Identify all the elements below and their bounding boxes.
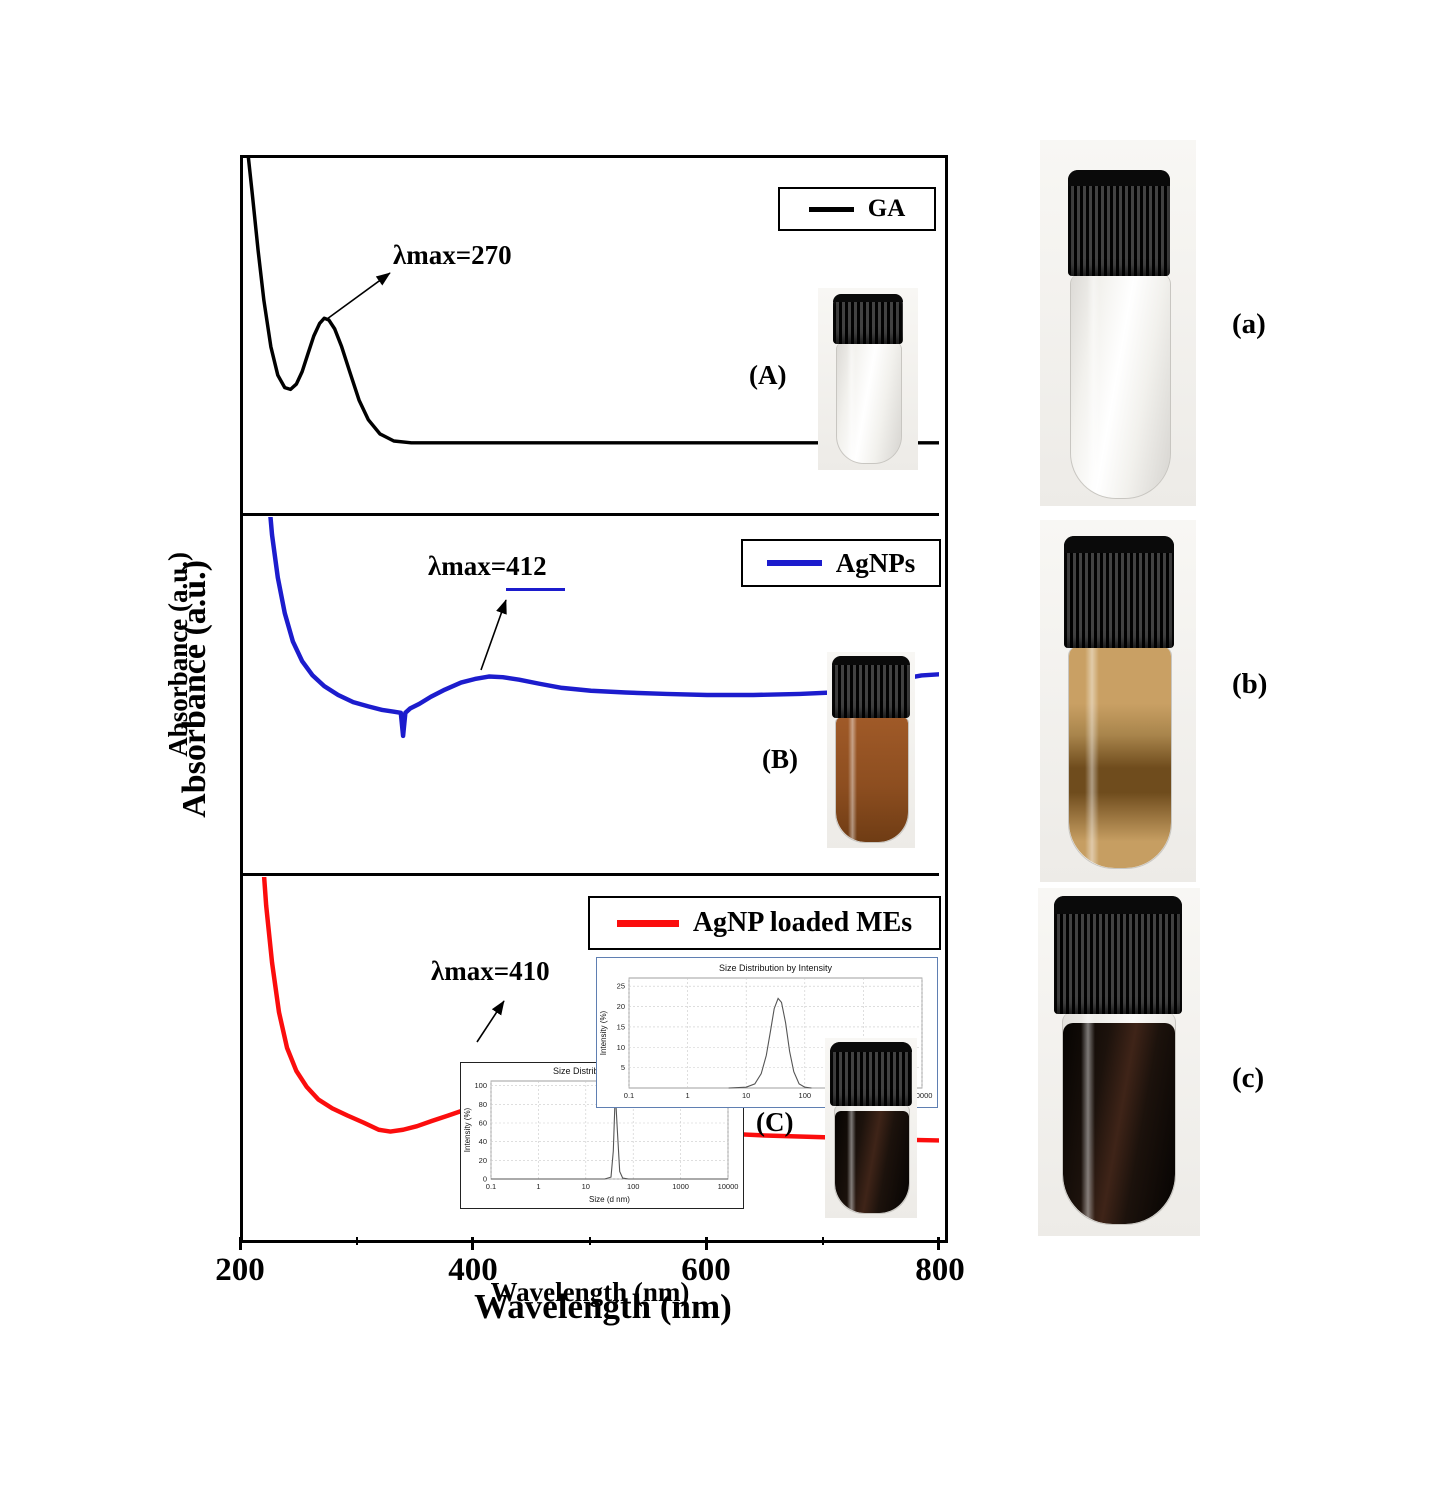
svg-text:10: 10	[617, 1043, 625, 1052]
svg-text:15: 15	[617, 1022, 625, 1031]
x-axis-label-ghost: Wavelength (nm)	[490, 1277, 690, 1307]
x-tick-label-200: 200	[215, 1252, 265, 1288]
clear-liquid	[1071, 274, 1170, 498]
x-tick-label-600: 600	[681, 1252, 731, 1288]
annotation-lambda-412: λmax=412	[428, 551, 547, 581]
photo-c-label: (c)	[1232, 1062, 1265, 1094]
vial-photo-a	[1040, 140, 1196, 506]
vial-cap	[833, 294, 903, 344]
inset-vial-photo-b	[827, 652, 915, 848]
x-minor-tick	[822, 1237, 824, 1245]
vial-cap	[830, 1042, 912, 1106]
svg-text:100: 100	[627, 1182, 640, 1191]
brown-liquid	[836, 717, 908, 842]
legend-ga: GA	[778, 187, 936, 231]
x-tick-label-400: 400	[448, 1252, 498, 1288]
panel-a	[243, 158, 939, 514]
vial-body	[1062, 1012, 1176, 1225]
svg-text:20: 20	[617, 1002, 625, 1011]
x-major-tick-400	[471, 1237, 474, 1250]
inset-vial-photo-a	[818, 288, 918, 470]
panel-a-label: (A)	[749, 360, 787, 390]
svg-text:Intensity (%): Intensity (%)	[599, 1010, 608, 1055]
photo-b-label: (b)	[1232, 668, 1268, 700]
legend-ga-label: GA	[867, 195, 906, 222]
svg-text:1000: 1000	[672, 1182, 689, 1191]
svg-text:Size Distribution by Intensity: Size Distribution by Intensity	[719, 963, 833, 973]
vial-body	[835, 717, 909, 843]
brown-liquid	[1069, 646, 1171, 868]
agnp-mes-line-swatch	[616, 919, 679, 927]
x-minor-tick	[589, 1237, 591, 1245]
annotation-lambda-270: λmax=270	[393, 240, 512, 270]
panel-c-label: (C)	[756, 1107, 794, 1137]
ga-line-swatch	[808, 206, 854, 212]
svg-text:0.1: 0.1	[486, 1182, 496, 1191]
x-axis-label: Wavelength (nm)	[474, 1287, 732, 1326]
vial-body	[1068, 646, 1172, 869]
panel-b	[243, 517, 939, 873]
svg-text:10: 10	[742, 1091, 750, 1100]
svg-text:25: 25	[617, 982, 625, 991]
y-axis-label: Absorbance (a.u.)	[176, 560, 213, 818]
svg-text:10000: 10000	[912, 1091, 933, 1100]
svg-text:100: 100	[799, 1091, 812, 1100]
svg-text:0: 0	[483, 1175, 487, 1184]
svg-text:5: 5	[621, 1063, 625, 1072]
vial-body	[834, 1105, 910, 1214]
vial-cap	[832, 656, 910, 718]
svg-text:0.1: 0.1	[624, 1091, 634, 1100]
legend-agnps-label: AgNPs	[835, 547, 916, 578]
agnps-spectrum-curve	[268, 517, 939, 739]
inset-vial-photo-c	[825, 1038, 917, 1218]
annotation-lambda-410: λmax=410	[431, 956, 550, 986]
x-major-tick-200	[239, 1237, 242, 1250]
vial-body	[836, 343, 902, 464]
svg-text:1: 1	[536, 1182, 540, 1191]
svg-text:40: 40	[479, 1137, 487, 1146]
svg-text:1: 1	[686, 1091, 690, 1100]
panel-divider-ab	[243, 513, 939, 516]
photo-a-label: (a)	[1232, 308, 1266, 340]
x-tick-label-800: 800	[915, 1252, 965, 1288]
vial-photo-c	[1038, 888, 1200, 1236]
legend-agnp-mes-label: AgNP loaded MEs	[692, 907, 913, 938]
panel-divider-bc	[243, 873, 939, 876]
agnps-line-swatch	[766, 560, 822, 566]
svg-text:20: 20	[479, 1156, 487, 1165]
x-minor-tick	[356, 1237, 358, 1245]
svg-text:Intensity (%): Intensity (%)	[463, 1107, 472, 1152]
dark-liquid	[835, 1111, 909, 1213]
vial-cap	[1054, 896, 1182, 1014]
svg-text:100: 100	[474, 1081, 487, 1090]
x-major-tick-600	[705, 1237, 708, 1250]
vial-body	[1070, 274, 1171, 499]
legend-agnp-mes: AgNP loaded MEs	[588, 896, 941, 950]
panel-b-label: (B)	[762, 744, 798, 774]
ga-spectrum-curve	[246, 158, 939, 445]
legend-agnps: AgNPs	[741, 539, 941, 587]
x-major-tick-800	[937, 1237, 940, 1250]
svg-text:10000: 10000	[718, 1182, 739, 1191]
clear-liquid	[837, 343, 901, 463]
vial-cap	[1068, 170, 1170, 276]
vial-cap	[1064, 536, 1174, 648]
svg-text:10: 10	[582, 1182, 590, 1191]
annotation-412-underline	[506, 588, 565, 591]
svg-text:Size (d nm): Size (d nm)	[589, 1195, 630, 1204]
dark-liquid	[1063, 1022, 1175, 1224]
vial-photo-b	[1040, 520, 1196, 882]
svg-text:80: 80	[479, 1100, 487, 1109]
svg-text:60: 60	[479, 1119, 487, 1128]
